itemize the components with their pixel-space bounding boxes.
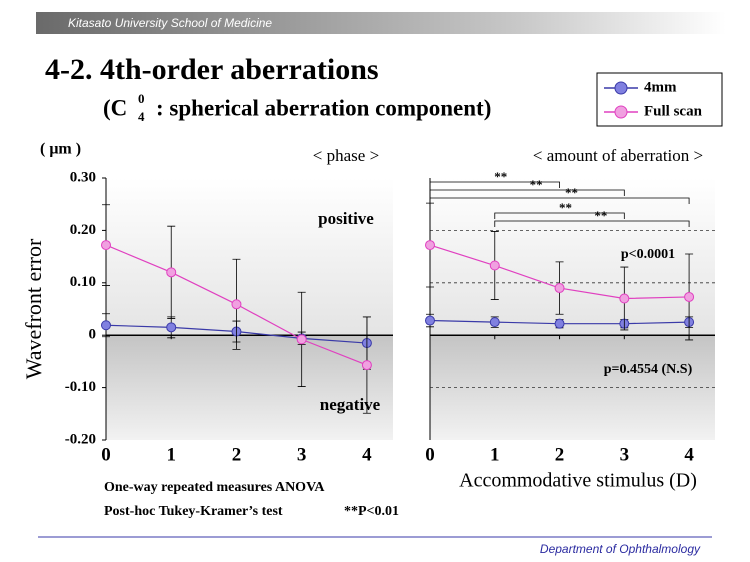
- header-bar: [36, 12, 726, 34]
- data-point: [166, 267, 177, 278]
- significance-bracket: [494, 212, 625, 219]
- data-point: [231, 299, 242, 310]
- data-point: [489, 260, 500, 271]
- significance-label: **: [530, 177, 543, 192]
- data-point: [489, 317, 500, 328]
- significance-bracket: [429, 189, 625, 196]
- x-axis-label: Accommodative stimulus (D): [459, 470, 697, 492]
- significance-label: **: [565, 185, 578, 200]
- legend-label: 4mm: [644, 79, 677, 95]
- y-tick-label: 0.10: [70, 274, 96, 290]
- plot-bg-upper: [430, 178, 715, 336]
- data-point: [425, 315, 435, 326]
- x-tick-label: 1: [166, 444, 176, 465]
- x-tick-label: 4: [362, 444, 372, 465]
- significance-bracket: [494, 220, 690, 227]
- note: **P<0.01: [344, 504, 399, 519]
- subtitle-open: (C: [103, 95, 127, 120]
- annotation: p=0.4554 (N.S): [604, 362, 693, 377]
- y-unit: ( μm ): [40, 141, 81, 158]
- subtitle-sub: 4: [138, 109, 145, 124]
- y-tick-label: -0.20: [65, 431, 96, 447]
- x-tick-label: 0: [425, 444, 435, 465]
- data-point: [101, 240, 111, 251]
- y-tick-label: 0.30: [70, 169, 96, 185]
- data-point: [619, 293, 630, 304]
- data-point: [425, 240, 435, 251]
- data-point: [684, 291, 695, 302]
- y-tick-label: -0.10: [65, 379, 96, 395]
- significance-label: **: [494, 169, 507, 184]
- y-tick-label: 0.20: [70, 222, 96, 238]
- annotation: positive: [318, 209, 374, 228]
- x-tick-label: 4: [684, 444, 694, 465]
- footer-text: Department of Ophthalmology: [540, 542, 701, 556]
- data-point: [554, 318, 565, 329]
- significance-label: **: [559, 200, 572, 215]
- y-axis-label: Wavefront error: [21, 238, 46, 379]
- legend-marker: [614, 81, 628, 95]
- data-point: [296, 334, 307, 345]
- data-point: [166, 322, 177, 333]
- slide-title: 4-2. 4th-order aberrations: [45, 53, 379, 86]
- annotation: negative: [320, 395, 381, 414]
- note: One-way repeated measures ANOVA: [104, 480, 325, 495]
- legend-marker: [614, 105, 628, 119]
- chart-title: < phase >: [313, 146, 379, 165]
- data-point: [361, 360, 372, 371]
- data-point: [101, 320, 111, 331]
- plot-bg-lower: [430, 335, 715, 440]
- note: Post-hoc Tukey-Kramer’s test: [104, 504, 283, 519]
- plot-bg-upper: [106, 178, 393, 336]
- x-tick-label: 1: [490, 444, 500, 465]
- significance-bracket: [429, 197, 690, 204]
- subtitle-sup: 0: [138, 91, 145, 106]
- y-tick-label: 0: [89, 327, 97, 343]
- data-point: [554, 283, 565, 294]
- annotation: p<0.0001: [621, 247, 675, 262]
- x-tick-label: 3: [297, 444, 307, 465]
- subtitle-rest: : spherical aberration component): [156, 95, 491, 120]
- x-tick-label: 2: [555, 444, 565, 465]
- chart-title: < amount of aberration >: [533, 146, 703, 165]
- legend-label: Full scan: [644, 103, 703, 119]
- header-text: Kitasato University School of Medicine: [68, 16, 272, 30]
- x-tick-label: 2: [232, 444, 242, 465]
- significance-bracket: [429, 181, 560, 188]
- plot-bg-lower: [106, 335, 393, 440]
- significance-label: **: [594, 208, 607, 223]
- x-tick-label: 0: [101, 444, 111, 465]
- x-tick-label: 3: [620, 444, 630, 465]
